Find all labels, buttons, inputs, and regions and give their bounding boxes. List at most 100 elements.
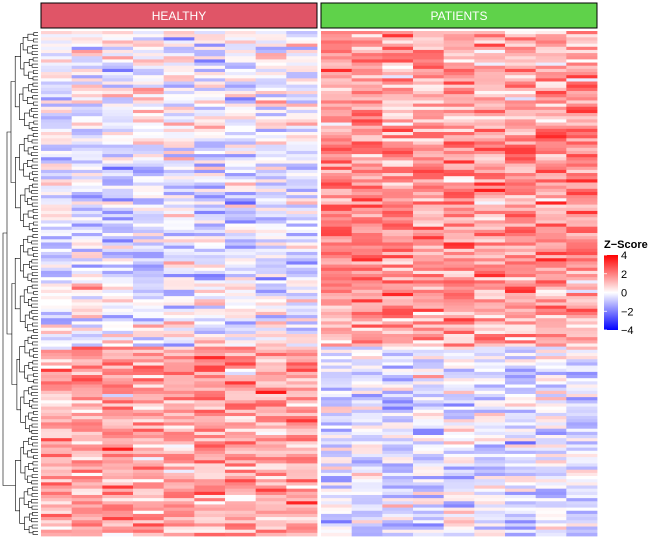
heatmap-cell [535, 251, 567, 256]
heatmap-cell [225, 488, 257, 493]
heatmap-cell [163, 226, 195, 231]
heatmap-cell [505, 444, 537, 449]
heatmap-cell [413, 425, 445, 430]
heatmap-cell [535, 78, 567, 82]
heatmap-cell [133, 233, 165, 237]
heatmap-cell [194, 204, 226, 209]
heatmap-cell [505, 375, 537, 379]
heatmap-cell [566, 191, 598, 196]
heatmap-cell [413, 334, 445, 338]
heatmap-cell [71, 53, 103, 57]
heatmap-cell [505, 409, 537, 414]
heatmap-cell [382, 113, 414, 117]
heatmap-cell [351, 109, 383, 114]
heatmap-cell [413, 362, 445, 366]
heatmap-cell [351, 274, 383, 278]
heatmap-cell [71, 217, 103, 221]
heatmap-cell [351, 46, 383, 51]
heatmap-cell [194, 466, 226, 471]
heatmap-cell [505, 286, 537, 291]
heatmap-cell [255, 191, 287, 196]
heatmap-cell [102, 185, 134, 190]
heatmap-cell [225, 116, 257, 120]
heatmap-cell [194, 311, 226, 316]
heatmap-cell [474, 529, 506, 534]
heatmap-cell [321, 416, 353, 420]
heatmap-cell [255, 116, 287, 120]
heatmap-cell [286, 368, 318, 373]
heatmap-cell [286, 141, 318, 146]
heatmap-cell [566, 147, 598, 152]
heatmap-cell [225, 220, 257, 224]
heatmap-cell [413, 296, 445, 300]
heatmap-cell [535, 147, 567, 152]
heatmap-cell [133, 43, 165, 48]
heatmap-cell [71, 469, 103, 474]
heatmap-cell [163, 529, 195, 534]
heatmap-cell [133, 188, 165, 193]
heatmap-cell [163, 103, 195, 108]
heatmap-cell [194, 103, 226, 108]
heatmap-cell [505, 236, 537, 240]
heatmap-cell [194, 113, 226, 117]
heatmap-cell [41, 321, 73, 325]
heatmap-cell [474, 406, 506, 411]
heatmap-cell [255, 248, 287, 253]
heatmap-cell [163, 201, 195, 205]
heatmap-cell [41, 529, 73, 534]
heatmap-cell [255, 397, 287, 401]
heatmap-cell [321, 37, 353, 41]
heatmap-cell [351, 135, 383, 139]
heatmap-cell [351, 315, 383, 319]
heatmap-cell [286, 97, 318, 101]
heatmap-cell [474, 261, 506, 265]
heatmap-cell [535, 46, 567, 51]
heatmap-cell [225, 59, 257, 63]
heatmap-cell [102, 302, 134, 306]
heatmap-cell [194, 431, 226, 436]
heatmap-cell [133, 441, 165, 445]
heatmap-cell [286, 305, 318, 310]
heatmap-cell [443, 390, 475, 395]
heatmap-cell [163, 352, 195, 357]
heatmap-cell [71, 488, 103, 493]
heatmap-cell [566, 299, 598, 303]
heatmap-cell [286, 223, 318, 228]
heatmap-cell [41, 447, 73, 452]
heatmap-cell [474, 87, 506, 92]
heatmap-cell [443, 90, 475, 95]
heatmap-cell [505, 56, 537, 60]
heatmap-cell [133, 507, 165, 512]
heatmap-cell [286, 491, 318, 496]
heatmap-cell [474, 359, 506, 363]
heatmap-cell [382, 299, 414, 303]
heatmap-cell [41, 119, 73, 123]
heatmap-cell [535, 233, 567, 237]
heatmap-cell [225, 138, 257, 142]
heatmap-cell [413, 438, 445, 442]
heatmap-cell [351, 457, 383, 461]
heatmap-cell [41, 485, 73, 490]
heatmap-cell [286, 267, 318, 272]
heatmap-cell [225, 40, 257, 45]
heatmap-cell [194, 387, 226, 392]
heatmap-cell [194, 40, 226, 45]
heatmap-cell [566, 144, 598, 149]
heatmap-cell [41, 469, 73, 474]
heatmap-cell [255, 72, 287, 76]
heatmap-cell [194, 438, 226, 442]
heatmap-cell [163, 510, 195, 515]
heatmap-cell [163, 498, 195, 502]
heatmap-cell [535, 362, 567, 366]
heatmap-cell [71, 305, 103, 310]
heatmap-cell [413, 463, 445, 467]
heatmap-cell [163, 507, 195, 512]
heatmap-cell [505, 494, 537, 499]
heatmap-cell [102, 520, 134, 524]
heatmap-cell [443, 343, 475, 348]
heatmap-cell [566, 173, 598, 177]
heatmap-cell [102, 334, 134, 338]
heatmap-cell [351, 43, 383, 48]
heatmap-cell [443, 277, 475, 281]
heatmap-cell [41, 188, 73, 193]
